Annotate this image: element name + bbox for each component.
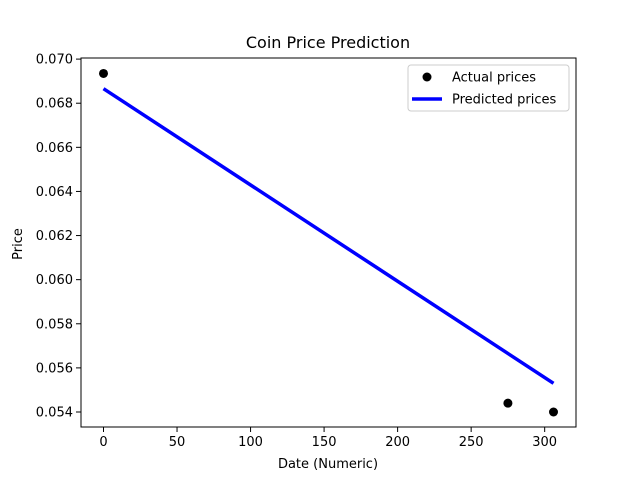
legend-box (407, 64, 570, 112)
plot-frame (80, 57, 577, 428)
predicted-price-line (102, 87, 555, 385)
actual-price-point-0 (99, 68, 108, 78)
legend: Actual prices Predicted prices (407, 64, 570, 112)
legend-marker-swatch (422, 72, 432, 82)
y-axis-label: Price (11, 228, 26, 260)
y-tick-label-7: 0.068 (36, 97, 73, 112)
y-tick-label-1: 0.056 (36, 361, 73, 376)
actual-price-point-2 (549, 407, 558, 417)
y-tick-label-3: 0.060 (36, 273, 73, 288)
legend-entry-0: Actual prices (452, 71, 536, 86)
x-axis-label: Date (Numeric) (278, 457, 378, 472)
y-tick-label-8: 0.070 (36, 53, 73, 68)
legend-entry-1: Predicted prices (452, 93, 557, 108)
y-tick-label-2: 0.058 (36, 317, 73, 332)
x-tick-label-6: 300 (532, 435, 557, 450)
y-tick-label-0: 0.054 (36, 406, 73, 421)
chart-title: Coin Price Prediction (246, 33, 410, 52)
x-tick-label-2: 100 (238, 435, 263, 450)
x-tick-label-4: 200 (385, 435, 410, 450)
x-tick-label-0: 0 (99, 435, 107, 450)
actual-price-point-1 (503, 398, 513, 408)
y-tick-label-4: 0.062 (36, 229, 73, 244)
x-tick-label-3: 150 (312, 435, 337, 450)
x-tick-label-5: 250 (459, 435, 484, 450)
y-tick-label-6: 0.066 (36, 141, 73, 156)
y-tick-label-5: 0.064 (36, 185, 73, 200)
plot-area: 0 50 100 150 200 250 300 0.054 0.056 0.058 0.060 0.… (36, 53, 577, 450)
x-tick-label-1: 50 (169, 435, 186, 450)
